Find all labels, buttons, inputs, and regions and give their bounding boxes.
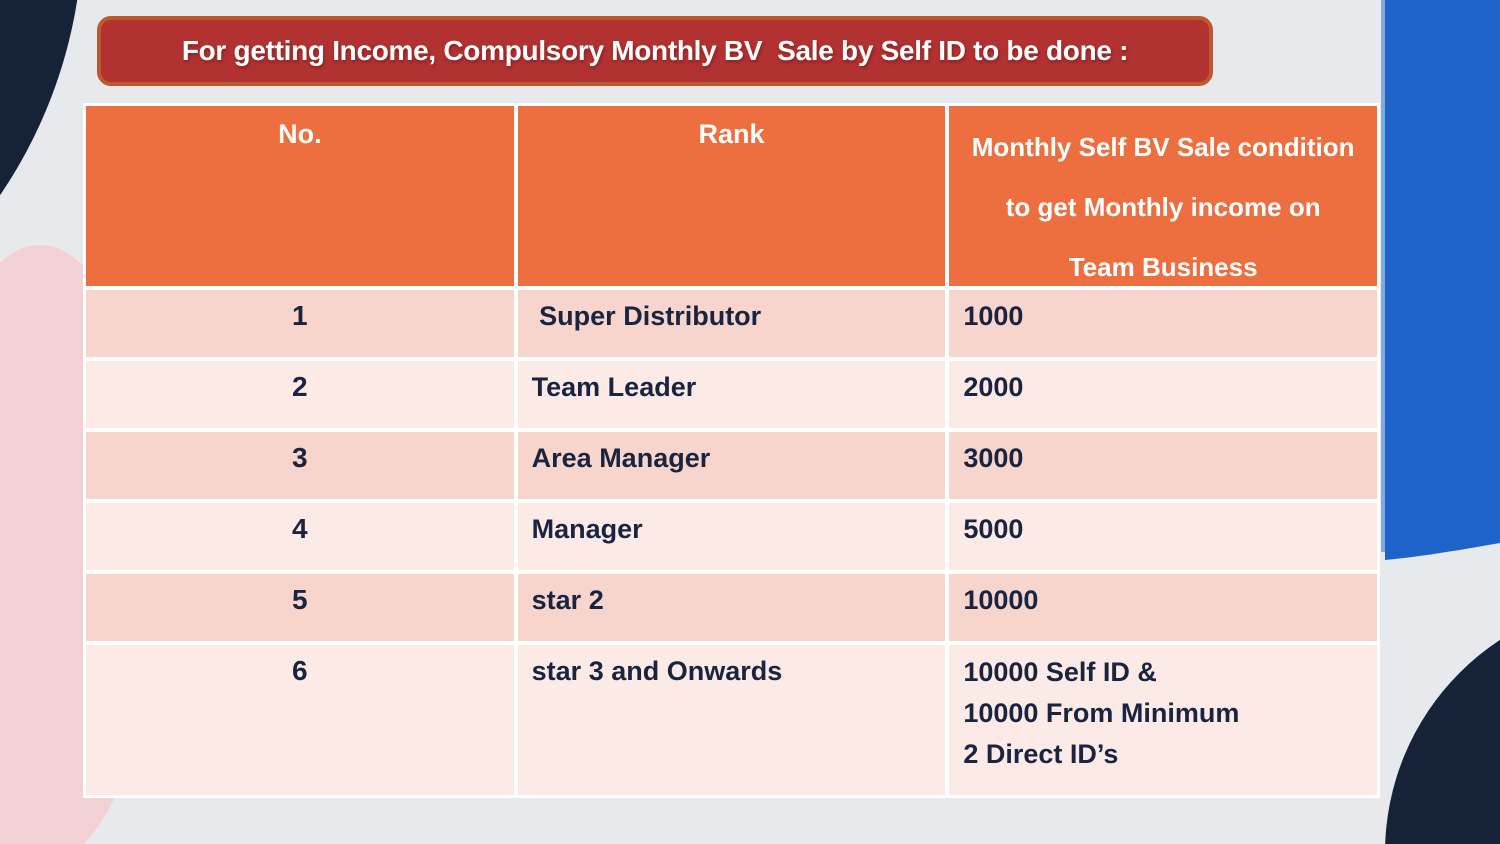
cell-no: 6 <box>86 645 514 795</box>
cell-condition: 2000 <box>949 361 1377 428</box>
title-banner-text: For getting Income, Compulsory Monthly B… <box>181 35 1129 66</box>
cell-condition: 3000 <box>949 432 1377 499</box>
cell-rank: Area Manager <box>517 432 946 499</box>
cell-rank: Super Distributor <box>517 290 946 357</box>
cell-condition: 10000 Self ID & 10000 From Minimum 2 Dir… <box>949 645 1377 795</box>
cell-rank: Manager <box>517 503 946 570</box>
header-cell-rank: Rank <box>517 106 946 286</box>
cell-no: 5 <box>86 574 514 641</box>
rank-bv-table: No. Rank Monthly Self BV Sale condition … <box>83 103 1380 798</box>
cell-rank: star 3 and Onwards <box>517 645 946 795</box>
cell-rank: Team Leader <box>517 361 946 428</box>
cell-condition: 5000 <box>949 503 1377 570</box>
cell-no: 2 <box>86 361 514 428</box>
decorative-circle-bottom-right <box>1385 639 1500 844</box>
decorative-blue-edge-highlight <box>1381 0 1386 552</box>
decorative-shape-right-blue <box>1385 0 1500 560</box>
cell-no: 4 <box>86 503 514 570</box>
title-banner: For getting Income, Compulsory Monthly B… <box>97 16 1213 86</box>
cell-condition: 10000 <box>949 574 1377 641</box>
cell-rank: star 2 <box>517 574 946 641</box>
cell-condition: 1000 <box>949 290 1377 357</box>
header-cell-condition: Monthly Self BV Sale condition to get Mo… <box>949 106 1377 286</box>
cell-no: 3 <box>86 432 514 499</box>
header-cell-no: No. <box>86 106 514 286</box>
decorative-circle-top-left <box>0 0 78 195</box>
cell-no: 1 <box>86 290 514 357</box>
